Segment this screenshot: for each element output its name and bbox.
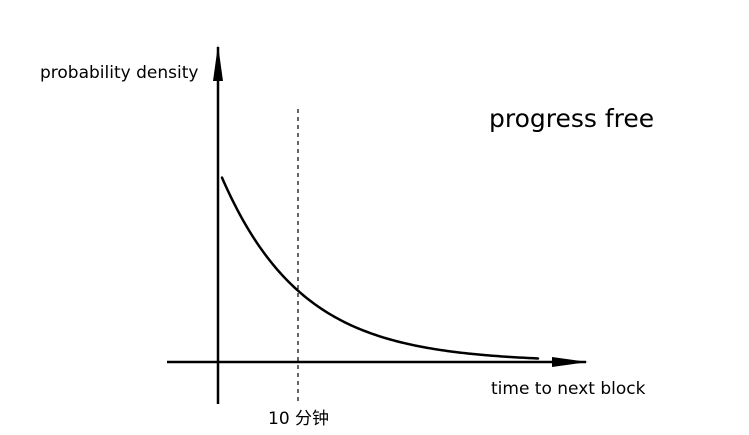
x-axis-label: time to next block	[491, 379, 646, 399]
ten-minute-marker-label: 10 分钟	[268, 409, 329, 429]
y-axis-label: probability density	[40, 63, 198, 83]
density-curve	[220, 176, 540, 360]
chart-title: progress free	[489, 104, 654, 133]
